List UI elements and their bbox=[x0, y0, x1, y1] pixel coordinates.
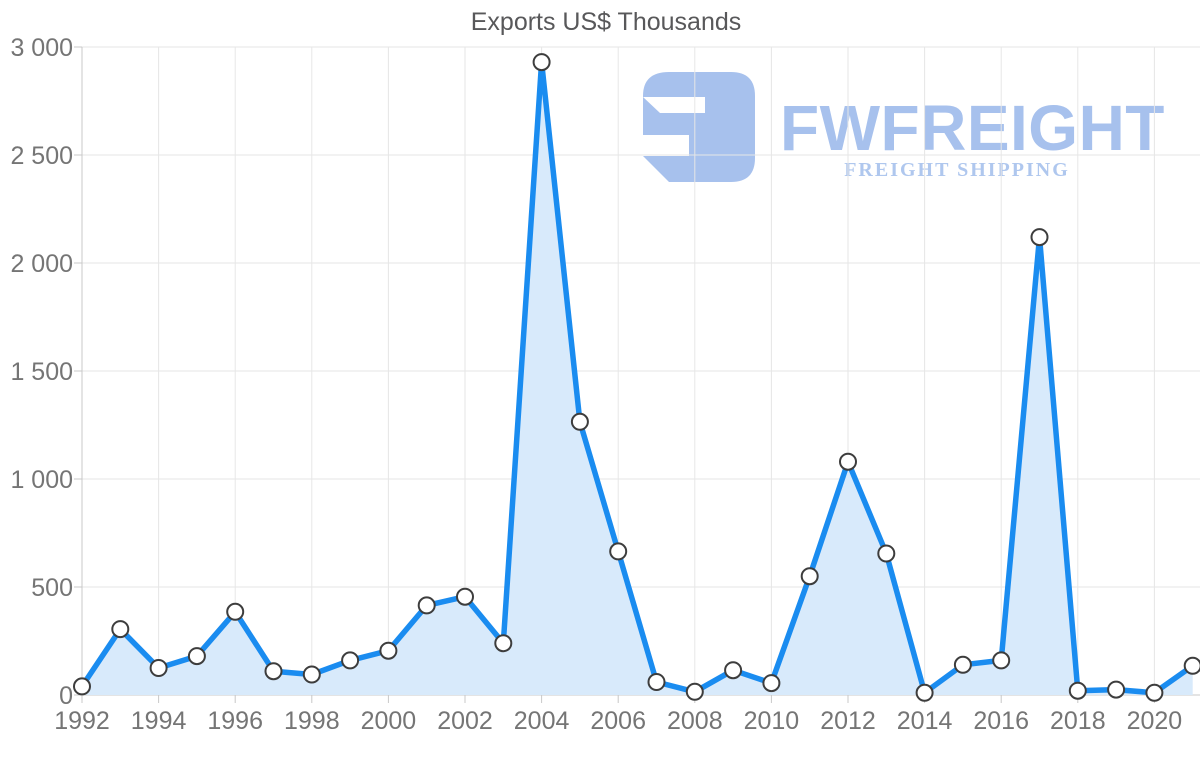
data-point-1997[interactable] bbox=[264, 662, 283, 681]
data-point-2017[interactable] bbox=[1030, 228, 1049, 247]
data-point-2003[interactable] bbox=[494, 634, 513, 653]
x-axis-label: 2016 bbox=[973, 707, 1029, 735]
data-point-1998[interactable] bbox=[302, 665, 321, 684]
series-line bbox=[79, 59, 1196, 696]
data-point-2013[interactable] bbox=[877, 544, 896, 563]
data-point-2007[interactable] bbox=[647, 673, 666, 691]
y-axis-label: 500 bbox=[31, 574, 73, 602]
data-point-2006[interactable] bbox=[609, 542, 628, 561]
data-point-2018[interactable] bbox=[1068, 681, 1087, 700]
x-axis-label: 2020 bbox=[1127, 707, 1183, 735]
y-axis-label: 1 000 bbox=[10, 466, 73, 494]
data-point-2014[interactable] bbox=[915, 683, 934, 702]
y-axis-label: 3 000 bbox=[10, 34, 73, 62]
series-data-points bbox=[73, 53, 1200, 702]
x-axis-label: 2000 bbox=[361, 707, 417, 735]
data-point-2009[interactable] bbox=[724, 661, 743, 680]
data-point-2008[interactable] bbox=[685, 682, 704, 701]
x-axis-label: 1992 bbox=[54, 707, 110, 735]
x-axis-label: 1996 bbox=[207, 707, 263, 735]
data-point-2001[interactable] bbox=[417, 596, 436, 615]
y-axis-label: 1 500 bbox=[10, 358, 73, 386]
data-point-2002[interactable] bbox=[456, 587, 474, 606]
y-axis-label: 2 000 bbox=[10, 250, 73, 278]
data-point-1995[interactable] bbox=[187, 647, 206, 666]
data-point-1993[interactable] bbox=[111, 620, 130, 639]
watermark-brand: FWFREIGHT bbox=[780, 92, 1165, 164]
x-axis-label: 2010 bbox=[744, 707, 800, 735]
data-point-2021[interactable] bbox=[1183, 656, 1200, 675]
y-axis-label: 2 500 bbox=[10, 142, 73, 170]
data-point-2016[interactable] bbox=[992, 651, 1011, 670]
watermark-logo: FWFREIGHT FREIGHT SHIPPING bbox=[643, 72, 1165, 182]
data-point-1994[interactable] bbox=[149, 659, 168, 677]
data-point-1992[interactable] bbox=[73, 677, 91, 696]
x-axis-labels: 1992 1994 1996 1998 2000 2002 2004 2006 2008 2010… bbox=[54, 707, 1182, 735]
fwfreight-logo-icon bbox=[643, 72, 755, 182]
data-point-2000[interactable] bbox=[379, 641, 398, 660]
x-axis-label: 1998 bbox=[284, 707, 340, 735]
y-axis-label: 0 bbox=[59, 682, 73, 710]
x-axis-label: 2012 bbox=[820, 707, 876, 735]
data-point-2012[interactable] bbox=[839, 452, 857, 471]
x-axis-label: 1994 bbox=[131, 707, 187, 735]
data-point-2005[interactable] bbox=[570, 412, 589, 431]
y-axis-labels: 0 500 1 000 1 500 2 000 2 500 3 000 bbox=[10, 34, 73, 710]
data-point-2011[interactable] bbox=[800, 567, 819, 586]
data-point-2020[interactable] bbox=[1145, 683, 1164, 702]
x-axis-label: 2014 bbox=[897, 707, 953, 735]
x-axis-label: 2008 bbox=[667, 707, 723, 735]
x-axis-label: 2018 bbox=[1050, 707, 1106, 735]
chart-title: Exports US$ Thousands bbox=[471, 8, 742, 36]
data-point-2015[interactable] bbox=[953, 655, 972, 674]
axis-ticks bbox=[74, 46, 1155, 703]
data-point-2019[interactable] bbox=[1107, 680, 1126, 699]
x-axis-label: 2002 bbox=[437, 707, 493, 735]
x-axis-label: 2004 bbox=[514, 707, 570, 735]
x-axis-label: 2006 bbox=[590, 707, 646, 735]
data-point-2010[interactable] bbox=[762, 674, 781, 693]
data-point-1996[interactable] bbox=[226, 602, 245, 621]
data-point-1999[interactable] bbox=[341, 651, 360, 670]
watermark-tagline: FREIGHT SHIPPING bbox=[844, 159, 1070, 181]
data-point-2004[interactable] bbox=[532, 53, 551, 72]
gridlines bbox=[81, 46, 1200, 695]
